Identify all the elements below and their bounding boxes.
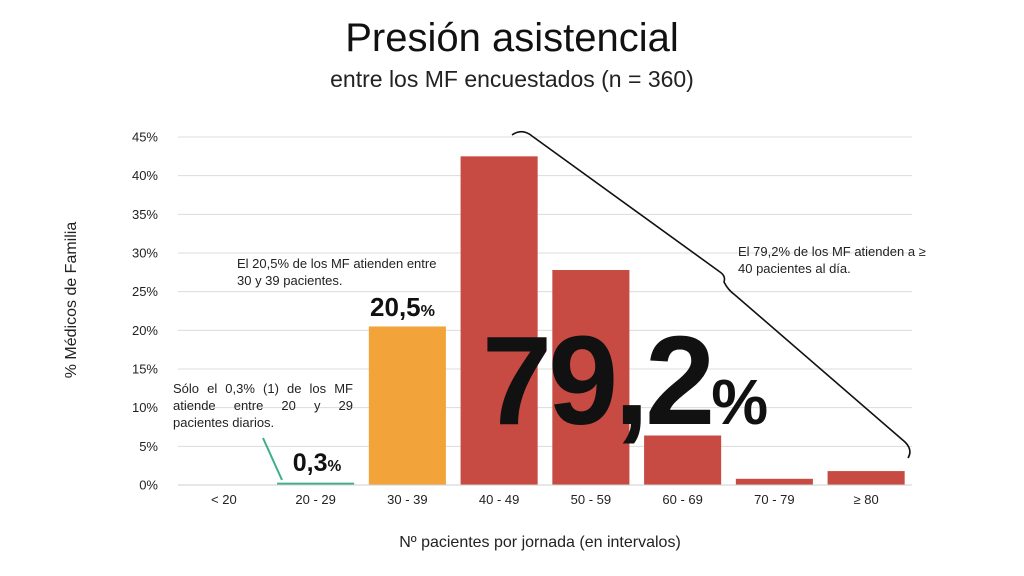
y-tick-label: 30% <box>132 246 158 261</box>
y-tick-label: 25% <box>132 284 158 299</box>
bar <box>460 156 538 486</box>
y-tick-label: 5% <box>139 439 158 454</box>
y-tick-label: 20% <box>132 323 158 338</box>
bar <box>552 270 630 485</box>
gridlines <box>178 136 912 447</box>
bar <box>277 482 355 486</box>
bar <box>368 326 446 485</box>
bar <box>735 478 813 485</box>
low-value-number: 0,3 <box>292 449 328 477</box>
y-tick-labels: 0% 5% 10% 15% 20% 25% 30% 35% 40% 45% <box>132 130 158 493</box>
x-tick-label: 70 - 79 <box>754 492 794 507</box>
low-annotation-connector <box>262 437 283 481</box>
chart-subtitle: entre los MF encuestados (n = 360) <box>330 66 694 92</box>
mid-value-number: 20,5 <box>370 292 421 322</box>
x-axis-label: Nº pacientes por jornada (en intervalos) <box>399 534 681 551</box>
low-annotation-text: Sólo el 0,3% (1) de los MF atiende entre… <box>173 381 353 430</box>
x-tick-label: 60 - 69 <box>662 492 702 507</box>
bars <box>277 156 905 486</box>
x-tick-label: 30 - 39 <box>387 492 427 507</box>
low-value-pct: % <box>327 458 342 475</box>
bar <box>827 471 905 485</box>
high-annotation-text: El 79,2% de los MF atienden a ≥ 40 pacie… <box>738 244 926 276</box>
x-tick-label: ≥ 80 <box>854 492 879 507</box>
mid-value-pct: % <box>420 302 435 320</box>
low-value-label: 0,3% <box>272 449 362 478</box>
y-tick-label: 35% <box>132 207 158 222</box>
y-axis-label: % Médicos de Familia <box>63 222 80 379</box>
x-tick-labels: < 20 20 - 29 30 - 39 40 - 49 50 - 59 60 - 69 7… <box>211 492 879 507</box>
chart-title: Presión asistencial <box>345 16 679 60</box>
high-value-pct: % <box>711 366 769 438</box>
y-tick-label: 45% <box>132 130 158 145</box>
high-value-number: 79,2 <box>482 310 715 451</box>
y-tick-label: 40% <box>132 168 158 183</box>
x-tick-label: 20 - 29 <box>295 492 335 507</box>
mid-value-label: 20,5% <box>355 292 450 323</box>
x-tick-label: 40 - 49 <box>479 492 519 507</box>
x-tick-label: < 20 <box>211 492 237 507</box>
y-tick-label: 0% <box>139 478 158 493</box>
mid-annotation-text: El 20,5% de los MF atienden entre 30 y 3… <box>237 256 437 288</box>
bar <box>644 435 722 485</box>
group-brace <box>511 130 911 459</box>
high-value-label: 79,2% <box>482 318 802 465</box>
y-tick-label: 15% <box>132 362 158 377</box>
y-tick-label: 10% <box>132 400 158 415</box>
x-tick-label: 50 - 59 <box>571 492 611 507</box>
